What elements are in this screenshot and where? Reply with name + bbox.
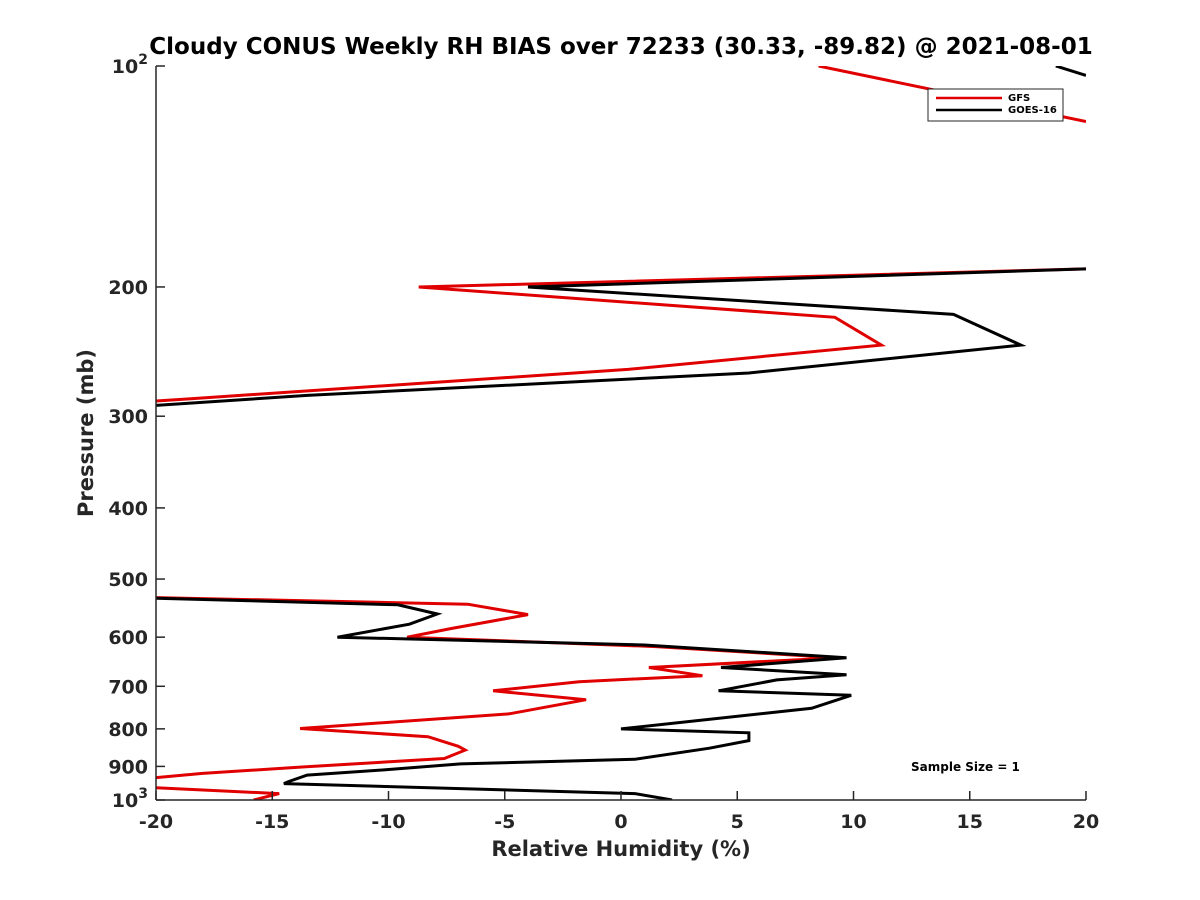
x-tick-label: -20	[139, 811, 173, 833]
legend-box	[927, 88, 1064, 122]
series-line-gfs-segment-4	[156, 786, 280, 800]
x-axis-ticks: -20 -15 -10 -5 0 5 10 15 20	[139, 791, 1099, 833]
x-tick-label: 15	[957, 811, 983, 833]
plot-area	[156, 66, 1086, 800]
series-line-goes-16-segment-1	[1055, 66, 1086, 77]
sample-size-annotation: Sample Size = 1	[911, 760, 1020, 774]
y-axis-label: Pressure (mb)	[74, 349, 98, 517]
y-tick-label: 600	[108, 627, 148, 649]
x-axis-label: Relative Humidity (%)	[491, 837, 750, 861]
legend-label-gfs: GFS	[1008, 93, 1030, 104]
x-tick-label: 20	[1073, 811, 1099, 833]
y-tick-label: 900	[108, 756, 148, 778]
x-tick-label: 10	[840, 811, 866, 833]
x-tick-label: 5	[731, 811, 744, 833]
series-line-goes-16-segment-2	[156, 267, 1086, 407]
x-tick-label: -10	[371, 811, 405, 833]
y-tick-label: 300	[108, 406, 148, 428]
y-tick-label: 200	[108, 277, 148, 299]
series-layer	[156, 66, 1086, 800]
legend-label-goes-16: GOES-16	[1008, 105, 1057, 116]
series-line-gfs-segment-3	[156, 596, 838, 780]
y-tick-label: 700	[108, 676, 148, 698]
legend: GFS GOES-16	[927, 88, 1064, 122]
x-tick-label: 0	[614, 811, 627, 833]
series-line-gfs-segment-2	[156, 267, 1086, 403]
y-tick-label: 400	[108, 498, 148, 520]
x-tick-label: -5	[494, 811, 515, 833]
series-line-goes-16-segment-3	[156, 596, 852, 800]
y-tick-label: 800	[108, 719, 148, 741]
chart-title: Cloudy CONUS Weekly RH BIAS over 72233 (…	[149, 34, 1092, 60]
y-tick-label: 500	[108, 569, 148, 591]
x-tick-label: -15	[255, 811, 289, 833]
